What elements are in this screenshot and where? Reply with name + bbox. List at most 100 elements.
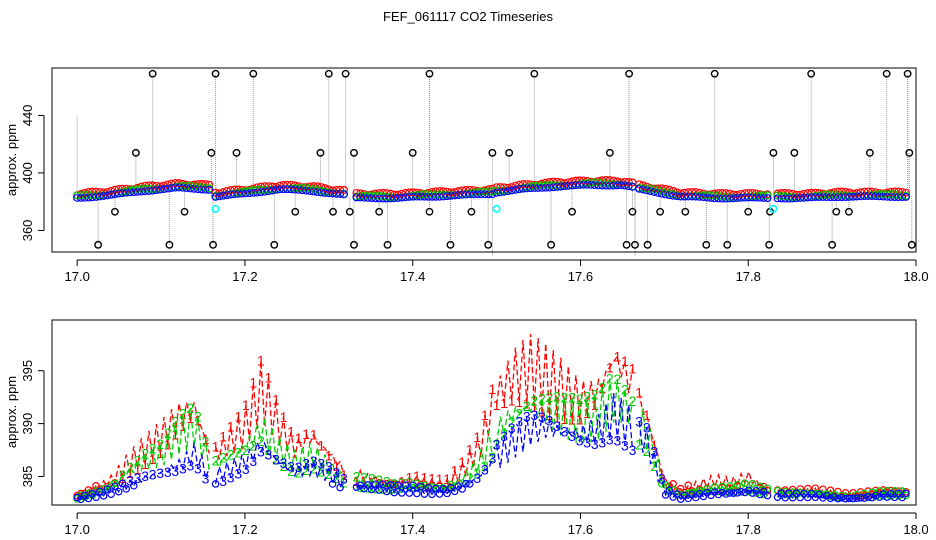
bottom-label-2: 2	[302, 462, 310, 478]
top-outlier-point	[769, 148, 778, 157]
bottom-label-2: 2	[202, 434, 210, 450]
top-point-ch3	[803, 193, 812, 202]
bottom-point-3	[77, 495, 85, 504]
top-outlier-point	[94, 240, 103, 249]
bottom-point-3	[428, 490, 436, 499]
bottom-label-3: 3	[530, 407, 538, 423]
bottom-label-2: 2	[606, 371, 614, 387]
bottom-label-3: 3	[179, 461, 187, 477]
bottom-label-1: 1	[164, 436, 172, 452]
bottom-point-3	[371, 480, 380, 489]
bottom-y-tick-label: 395	[20, 360, 35, 382]
top-outlier-point	[631, 240, 639, 249]
bottom-point-3	[796, 493, 805, 502]
bottom-label-1: 1	[413, 468, 421, 484]
bottom-point-3	[420, 490, 429, 498]
top-outlier-point	[530, 69, 539, 78]
bottom-point-2	[756, 482, 764, 491]
bottom-label-2: 2	[493, 436, 501, 452]
bottom-label-3: 3	[561, 424, 569, 440]
bottom-label-2: 2	[280, 458, 288, 474]
bottom-point-3	[792, 489, 801, 498]
top-point-ch3	[722, 194, 731, 203]
bottom-label-2: 2	[375, 472, 383, 488]
top-outlier-point	[568, 207, 576, 216]
bottom-label-2: 2	[561, 389, 569, 405]
top-point-ch2	[530, 181, 539, 190]
top-point-ch2	[241, 187, 250, 196]
bottom-point-3	[73, 493, 81, 502]
bottom-label-2: 2	[635, 436, 643, 452]
bottom-point-3	[462, 479, 470, 488]
top-point-ch3	[144, 186, 153, 195]
bottom-point-3	[894, 489, 903, 498]
bottom-label-2: 2	[149, 441, 157, 457]
top-point-ch3	[163, 184, 172, 193]
bottom-label-3: 3	[546, 412, 554, 428]
bottom-line-2	[495, 378, 634, 445]
bottom-label-1: 1	[295, 430, 303, 446]
bottom-point-2	[447, 480, 455, 489]
bottom-point-3	[733, 488, 742, 497]
bottom-label-3: 3	[635, 413, 643, 429]
bottom-label-1: 1	[317, 437, 325, 453]
bottom-label-1: 1	[436, 471, 444, 487]
bottom-label-2: 2	[119, 467, 127, 483]
bottom-label-1: 1	[302, 426, 310, 442]
top-point-ch3	[890, 193, 899, 202]
bottom-point-3	[328, 480, 337, 488]
bottom-label-3: 3	[613, 432, 621, 448]
bottom-label-3: 3	[568, 428, 576, 444]
bottom-point-3	[118, 479, 127, 488]
bottom-point-3	[856, 493, 865, 502]
bottom-point-3	[785, 489, 793, 498]
bottom-point-3	[803, 493, 812, 502]
bottom-label-1: 1	[179, 418, 187, 434]
top-point-ch3	[148, 186, 157, 195]
bottom-point-2	[661, 481, 670, 489]
bottom-point-3	[435, 490, 444, 498]
bottom-point-3	[898, 493, 906, 502]
top-y-axis-label: approx. ppm	[4, 124, 19, 196]
bottom-label-3: 3	[576, 433, 584, 449]
bottom-label-3: 3	[287, 458, 295, 474]
top-point-ch3	[549, 183, 558, 192]
bottom-point-3	[99, 492, 108, 500]
bottom-point-3	[714, 490, 723, 499]
bottom-point-1	[819, 485, 827, 494]
top-outlier-point	[547, 240, 556, 249]
top-outlier-point	[324, 69, 333, 78]
bottom-label-1: 1	[156, 445, 164, 461]
top-outlier-point	[375, 207, 384, 216]
bottom-label-1: 1	[360, 474, 368, 490]
bottom-label-1: 1	[134, 461, 142, 477]
bottom-point-3	[902, 489, 910, 498]
bottom-label-1: 1	[421, 469, 429, 485]
bottom-point-2	[390, 479, 399, 487]
bottom-label-3: 3	[515, 414, 523, 430]
top-outlier-point	[329, 207, 337, 216]
bottom-label-1: 1	[428, 471, 436, 487]
bottom-label-2: 2	[576, 391, 584, 407]
bottom-point-3	[819, 493, 827, 502]
top-outlier-point	[505, 148, 514, 157]
bottom-point-1	[811, 484, 820, 493]
bottom-label-1: 1	[606, 359, 614, 375]
bottom-label-2: 2	[598, 379, 606, 395]
bottom-label-2: 2	[295, 464, 303, 480]
top-x-tick-label: 17.8	[736, 269, 761, 284]
top-point-ch3	[114, 189, 123, 198]
bottom-point-3	[692, 493, 700, 502]
bottom-label-2: 2	[134, 453, 142, 469]
top-point-ch3	[197, 185, 206, 194]
bottom-point-3	[465, 480, 474, 488]
bottom-label-2: 2	[398, 475, 406, 491]
bottom-point-3	[860, 494, 869, 502]
bottom-point-1	[680, 488, 689, 497]
bottom-label-2: 2	[368, 471, 376, 487]
top-x-tick-label: 17.6	[568, 269, 593, 284]
bottom-label-2: 2	[591, 386, 599, 402]
bottom-label-2: 2	[171, 413, 179, 429]
